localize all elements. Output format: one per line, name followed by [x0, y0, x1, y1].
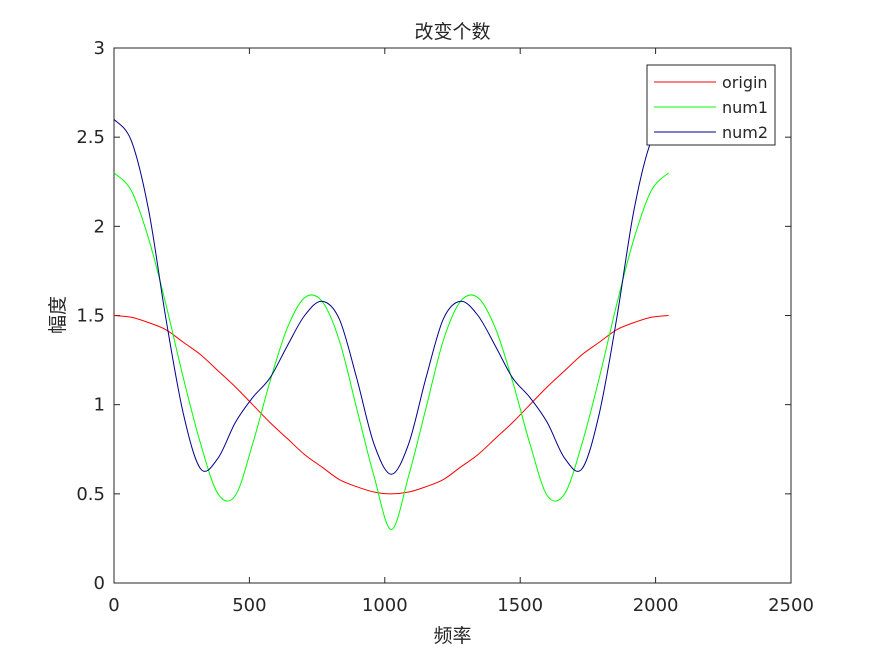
series-line-num2 [114, 118, 669, 475]
x-tick-label: 500 [232, 595, 266, 616]
series-layer [114, 118, 669, 531]
y-tick-label: 2.5 [76, 127, 105, 148]
x-tick-label: 1500 [497, 595, 543, 616]
x-axis-label: 频率 [433, 625, 471, 647]
series-line-num1 [114, 172, 669, 531]
series-line-origin [114, 315, 669, 495]
ticks: 0 500 1000 1500 2000 2500 0 0.5 1 1.5 2 2.5 3 [76, 38, 814, 616]
y-tick-label: 3 [94, 38, 105, 59]
x-tick-label: 0 [108, 595, 119, 616]
chart-title: 改变个数 [414, 21, 490, 43]
x-tick-label: 2000 [633, 595, 679, 616]
x-tick-label: 2500 [768, 595, 814, 616]
legend-label-num1: num1 [722, 98, 768, 117]
y-tick-label: 0.5 [76, 484, 105, 505]
y-tick-label: 1.5 [76, 306, 105, 327]
x-tick-label: 1000 [362, 595, 408, 616]
y-tick-label: 0 [94, 573, 105, 594]
y-tick-label: 2 [94, 216, 105, 237]
legend-label-num2: num2 [722, 123, 768, 142]
legend-label-origin: origin [722, 73, 768, 92]
y-tick-label: 1 [94, 395, 105, 416]
y-axis-label: 幅度 [47, 296, 69, 334]
legend[interactable]: origin num1 num2 [646, 64, 776, 146]
